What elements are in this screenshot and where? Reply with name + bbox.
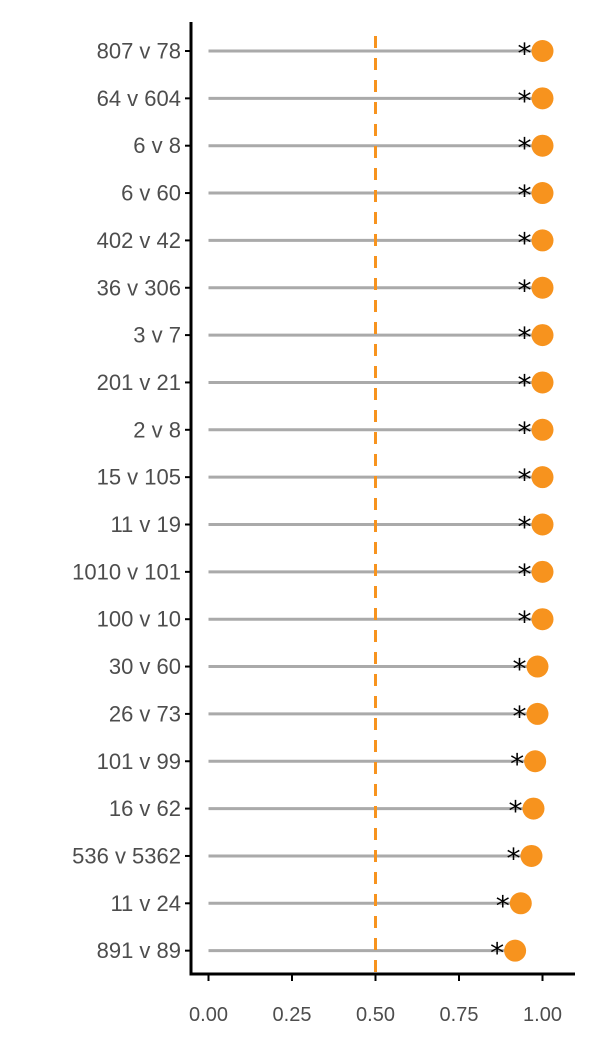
- category-label: 36 v 306: [97, 275, 181, 300]
- significance-star: *: [518, 368, 532, 401]
- annotation-layer: * * * * * * * * * * * * * * * * * * * *: [490, 37, 531, 970]
- axes: [189, 22, 575, 976]
- significance-star: *: [512, 700, 526, 733]
- significance-star: *: [518, 511, 532, 544]
- significance-star: *: [518, 605, 532, 638]
- category-label: 201 v 21: [97, 370, 181, 395]
- significance-star: *: [518, 226, 532, 259]
- data-point: [531, 40, 554, 62]
- data-point: [504, 939, 527, 962]
- significance-star: *: [518, 558, 532, 591]
- category-label: 16 v 62: [109, 796, 181, 821]
- data-point: [531, 560, 554, 583]
- significance-star: *: [518, 274, 532, 307]
- x-axis-ticks: 0.00 0.25 0.50 0.75 1.00: [189, 974, 562, 1026]
- point-layer: [504, 40, 554, 962]
- significance-star: *: [518, 179, 532, 212]
- significance-star: *: [518, 416, 532, 449]
- significance-star: *: [506, 842, 520, 875]
- category-label: 30 v 60: [109, 654, 181, 679]
- category-label: 2 v 8: [133, 417, 181, 442]
- category-labels: 807 v 78 64 v 604 6 v 8 6 v 60 402 v 42 36 v …: [72, 39, 191, 963]
- category-label: 64 v 604: [97, 86, 181, 111]
- significance-star: *: [496, 889, 510, 922]
- category-label: 26 v 73: [109, 701, 181, 726]
- category-label: 6 v 8: [133, 133, 181, 158]
- data-point: [531, 134, 554, 157]
- category-label: 11 v 24: [110, 891, 181, 916]
- category-label: 11 v 19: [110, 512, 181, 537]
- data-point: [524, 750, 547, 773]
- data-point: [531, 513, 554, 536]
- data-point: [531, 324, 554, 347]
- category-label: 891 v 89: [97, 938, 181, 963]
- significance-star: *: [518, 37, 532, 70]
- significance-star: *: [518, 84, 532, 117]
- category-label: 6 v 60: [121, 181, 181, 206]
- category-label: 402 v 42: [97, 228, 181, 253]
- data-point: [509, 892, 532, 915]
- data-point: [526, 655, 549, 678]
- category-label: 100 v 10: [97, 607, 181, 632]
- category-label: 3 v 7: [133, 323, 181, 348]
- data-point: [531, 276, 554, 299]
- x-tick-label: 0.75: [440, 1004, 479, 1026]
- category-label: 1010 v 101: [72, 559, 181, 584]
- data-point: [520, 844, 543, 867]
- significance-star: *: [518, 132, 532, 165]
- category-label: 101 v 99: [97, 749, 181, 774]
- significance-star: *: [508, 795, 522, 828]
- category-label: 15 v 105: [97, 465, 181, 490]
- significance-star: *: [510, 747, 524, 780]
- data-point: [531, 229, 554, 252]
- category-label: 536 v 5362: [72, 843, 181, 868]
- significance-star: *: [518, 463, 532, 496]
- data-point: [531, 371, 554, 394]
- x-tick-label: 0.50: [356, 1004, 395, 1026]
- data-point: [522, 797, 545, 820]
- category-label: 807 v 78: [97, 39, 181, 64]
- data-point: [531, 182, 554, 205]
- data-point: [531, 87, 554, 110]
- x-tick-label: 0.25: [273, 1004, 312, 1026]
- data-point: [531, 608, 554, 631]
- x-tick-label: 0.00: [189, 1004, 228, 1026]
- data-point: [531, 418, 554, 441]
- significance-star: *: [490, 937, 504, 970]
- data-point: [526, 702, 549, 725]
- x-tick-label: 1.00: [523, 1004, 562, 1026]
- significance-star: *: [512, 653, 526, 686]
- significance-star: *: [518, 321, 532, 354]
- data-point: [531, 466, 554, 489]
